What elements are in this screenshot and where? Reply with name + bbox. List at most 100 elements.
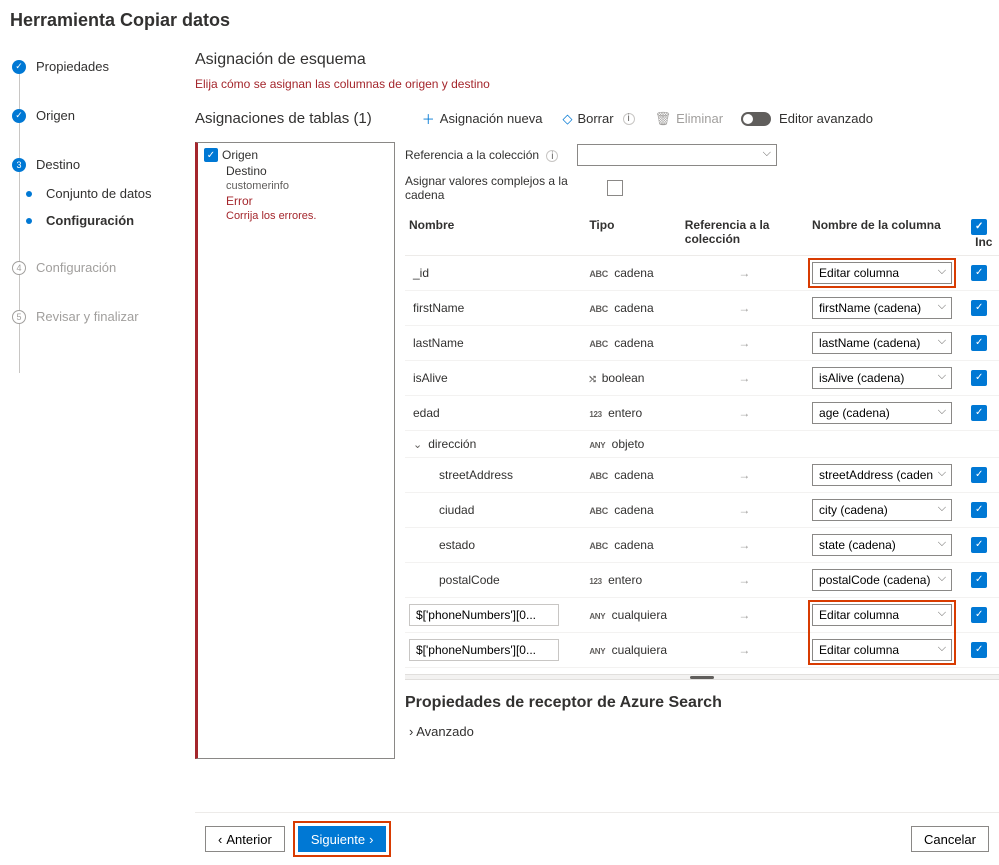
advanced-editor-toggle[interactable] xyxy=(741,112,771,126)
table-row: ⌄dirección ANY objeto xyxy=(405,430,999,457)
assign-complex-checkbox[interactable] xyxy=(607,180,623,196)
arrow-icon: → xyxy=(681,457,808,492)
dest-column-select[interactable] xyxy=(812,604,952,626)
dest-column-select[interactable] xyxy=(812,569,952,591)
type-value: cadena xyxy=(611,538,654,552)
step-propiedades[interactable]: Propiedades xyxy=(0,51,195,82)
substep-conjunto-datos[interactable]: Conjunto de datos xyxy=(10,180,195,207)
advanced-expander[interactable]: › Avanzado xyxy=(405,720,999,759)
dest-column-select[interactable] xyxy=(812,534,952,556)
button-label: Siguiente xyxy=(311,832,365,847)
receptor-title: Propiedades de receptor de Azure Search xyxy=(405,680,999,720)
type-badge-icon: ANY xyxy=(589,441,605,450)
tree-item-destino[interactable]: Destino xyxy=(204,163,388,179)
header-ref: Referencia a la colección xyxy=(681,212,808,255)
source-name: _id xyxy=(409,266,429,280)
source-name: streetAddress xyxy=(409,468,513,482)
dest-column-select[interactable] xyxy=(812,297,952,319)
step-label: Origen xyxy=(36,108,75,123)
type-value: cadena xyxy=(611,301,654,315)
section-title: Asignación de esquema xyxy=(195,43,999,73)
include-checkbox[interactable]: ✓ xyxy=(971,335,987,351)
table-row: ANY cualquiera → ✓ xyxy=(405,597,999,632)
table-row: estadoabc cadena→✓ xyxy=(405,527,999,562)
assign-complex-label: Asignar valores complejos a la cadena xyxy=(405,174,595,202)
arrow-icon: → xyxy=(681,597,808,632)
previous-button[interactable]: ‹ Anterior xyxy=(205,826,285,852)
arrow-icon: → xyxy=(681,527,808,562)
dest-column-select[interactable] xyxy=(812,639,952,661)
arrow-icon: → xyxy=(681,290,808,325)
chevron-down-icon[interactable]: ⌄ xyxy=(413,438,422,451)
include-checkbox[interactable]: ✓ xyxy=(971,607,987,623)
mapping-panel: Referencia a la colección i Asignar valo… xyxy=(405,140,999,759)
dest-column-select[interactable] xyxy=(812,402,952,424)
check-icon: ✓ xyxy=(204,148,218,162)
arrow-icon: → xyxy=(681,395,808,430)
type-badge-icon: ⤭ xyxy=(589,375,595,384)
type-value: objeto xyxy=(608,437,644,451)
dest-column-select[interactable] xyxy=(812,499,952,521)
main-panel: Asignación de esquema Elija cómo se asig… xyxy=(195,43,999,865)
table-row: firstNameabc cadena→✓ xyxy=(405,290,999,325)
type-value: cualquiera xyxy=(608,608,667,622)
arrow-icon: → xyxy=(681,255,808,290)
include-checkbox[interactable]: ✓ xyxy=(971,502,987,518)
step-revisar[interactable]: 5 Revisar y finalizar xyxy=(0,301,195,332)
source-name[interactable]: ⌄dirección xyxy=(409,437,476,451)
type-badge-icon: ANY xyxy=(589,647,605,656)
dest-column-select[interactable] xyxy=(812,262,952,284)
info-icon: i xyxy=(623,113,635,125)
header-inc: ✓ Inc xyxy=(967,212,999,255)
new-mapping-button[interactable]: ＋ Asignación nueva xyxy=(420,107,545,130)
table-mappings-title: Asignaciones de tablas (1) xyxy=(195,110,372,127)
collection-ref-select[interactable] xyxy=(577,144,777,166)
highlight-box: Siguiente › xyxy=(293,821,392,857)
cancel-button[interactable]: Cancelar xyxy=(911,826,989,852)
step-destino[interactable]: 3 Destino xyxy=(0,149,195,180)
type-value: boolean xyxy=(598,371,644,385)
include-all-checkbox[interactable]: ✓ xyxy=(971,219,987,235)
arrow-icon: → xyxy=(681,562,808,597)
dest-column-select[interactable] xyxy=(812,464,952,486)
substep-configuracion[interactable]: Configuración xyxy=(10,207,195,234)
step-origen[interactable]: Origen xyxy=(0,100,195,131)
delete-button[interactable]: 🗑 Eliminar xyxy=(653,109,725,129)
substep-label: Conjunto de datos xyxy=(46,186,152,201)
include-checkbox[interactable]: ✓ xyxy=(971,405,987,421)
type-badge-icon: ANY xyxy=(589,612,605,621)
section-subtitle: Elija cómo se asignan las columnas de or… xyxy=(195,73,999,107)
source-name-input[interactable] xyxy=(409,604,559,626)
table-row: _idabc cadena→✓ xyxy=(405,255,999,290)
clear-button[interactable]: ◇ Borrar i xyxy=(560,109,636,129)
tree-item-error: Error xyxy=(204,193,388,209)
include-checkbox[interactable]: ✓ xyxy=(971,572,987,588)
type-badge-icon: 123 xyxy=(589,577,601,586)
step-label: Revisar y finalizar xyxy=(36,309,139,324)
source-name: firstName xyxy=(409,301,464,315)
tree-item-origen[interactable]: ✓ Origen xyxy=(204,147,388,163)
include-checkbox[interactable]: ✓ xyxy=(971,300,987,316)
chevron-right-icon: › xyxy=(369,832,373,847)
include-checkbox[interactable]: ✓ xyxy=(971,467,987,483)
include-checkbox[interactable]: ✓ xyxy=(971,370,987,386)
toggle-label: Editor avanzado xyxy=(779,111,873,126)
include-checkbox[interactable]: ✓ xyxy=(971,265,987,281)
next-button[interactable]: Siguiente › xyxy=(298,826,387,852)
trash-icon: 🗑 xyxy=(655,111,672,127)
tree-item-destino-value: customerinfo xyxy=(204,179,388,193)
source-name-input[interactable] xyxy=(409,639,559,661)
table-row: lastNameabc cadena→✓ xyxy=(405,325,999,360)
info-icon: i xyxy=(546,150,558,162)
dest-column-select[interactable] xyxy=(812,367,952,389)
dest-column-select[interactable] xyxy=(812,332,952,354)
include-checkbox[interactable]: ✓ xyxy=(971,642,987,658)
button-label: Cancelar xyxy=(924,832,976,847)
resize-handle[interactable] xyxy=(405,674,999,680)
type-badge-icon: abc xyxy=(589,339,608,349)
type-badge-icon: abc xyxy=(589,506,608,516)
step-configuracion[interactable]: 4 Configuración xyxy=(0,252,195,283)
include-checkbox[interactable]: ✓ xyxy=(971,537,987,553)
source-tree-panel: ✓ Origen Destino customerinfo Error Corr… xyxy=(195,142,395,759)
type-badge-icon: 123 xyxy=(589,410,601,419)
